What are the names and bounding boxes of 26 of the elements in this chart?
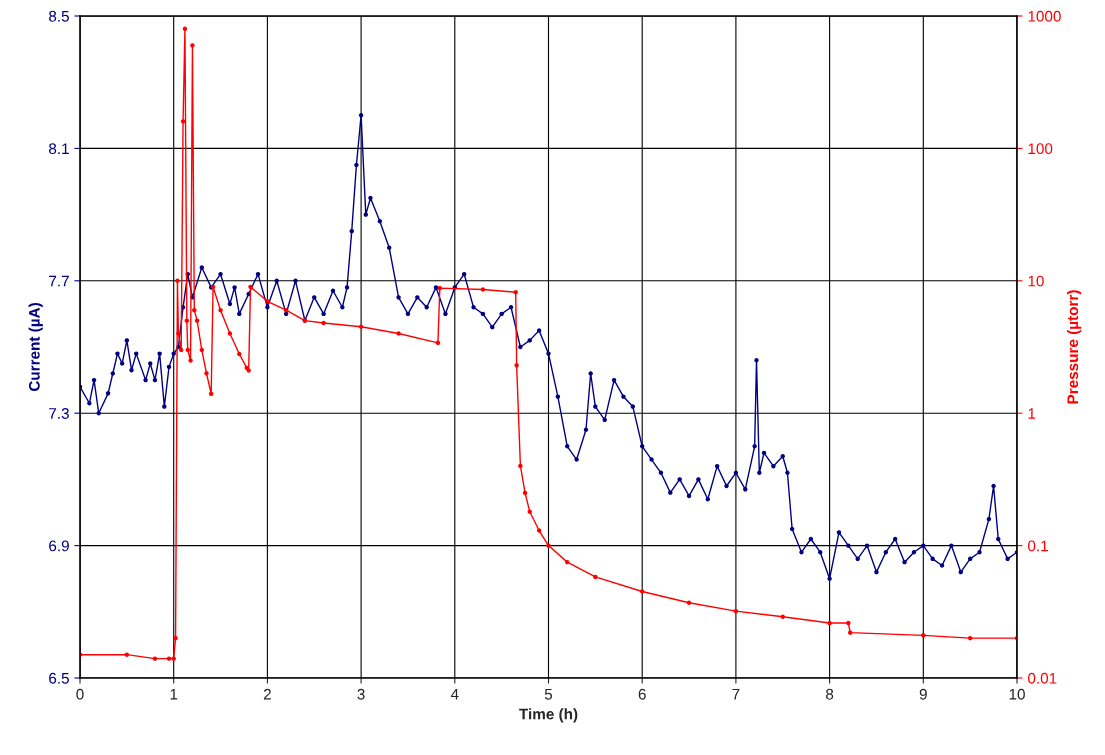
y-tick-label: 7.3 [49,408,69,419]
y2-tick-label: 1 [1028,408,1036,419]
y2-tick-label: 1000 [1028,10,1061,22]
y2-tick-label: 0.01 [1028,672,1057,684]
x-tick-label: 9 [919,688,927,700]
y-tick-label: 6.9 [49,540,69,552]
x-tick-label: 2 [263,688,271,700]
y-tick-label: 8.1 [49,143,69,155]
y-tick-label: 8.5 [49,10,69,22]
x-tick-label: 8 [826,688,834,700]
y2-tick-label: 0.1 [1028,540,1048,552]
x-axis-title: Time (h) [519,708,578,723]
x-tick-label: 0 [76,688,84,700]
y-axis-title: Current (µA) [28,303,43,392]
x-tick-label: 10 [1009,688,1025,700]
y2-tick-label: 100 [1028,143,1053,155]
y2-axis-title: Pressure (µtorr) [1066,290,1082,404]
y2-tick-label: 10 [1028,275,1044,287]
x-tick-label: 1 [170,688,178,700]
y-tick-label: 7.7 [49,275,69,287]
x-tick-label: 4 [450,688,459,700]
x-tick-label: 5 [544,688,553,700]
x-tick-label: 3 [357,688,365,700]
x-tick-label: 7 [732,688,740,700]
y-tick-label: 6.5 [49,672,69,684]
x-tick-label: 6 [638,688,646,700]
